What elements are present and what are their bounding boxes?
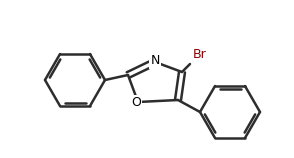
Text: O: O <box>131 97 141 109</box>
Text: Br: Br <box>193 48 207 61</box>
Text: N: N <box>150 55 160 67</box>
